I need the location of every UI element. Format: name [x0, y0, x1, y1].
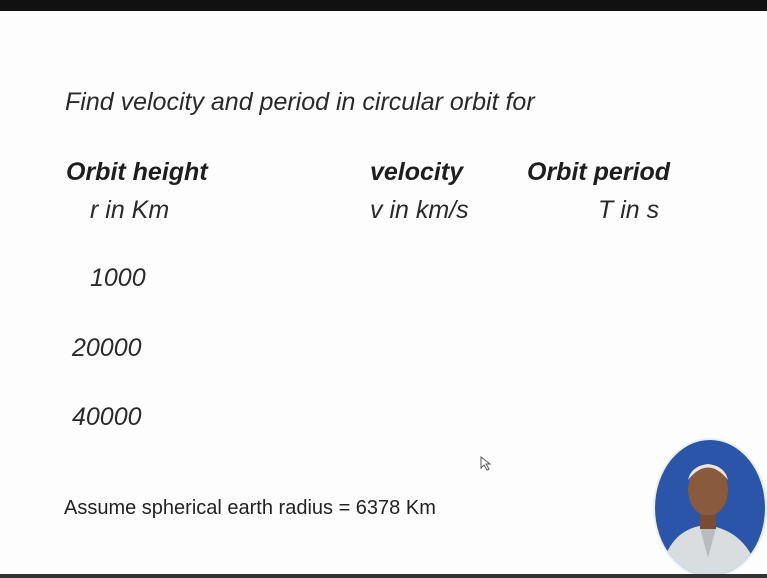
slide-title: Find velocity and period in circular orb… [65, 88, 535, 116]
column-header: Orbit height [66, 158, 208, 186]
bottom-bar [0, 574, 767, 578]
cursor [480, 455, 492, 471]
column-header: Orbit period [527, 158, 671, 186]
presenter-video [655, 440, 765, 576]
column-unit: r in Km [90, 196, 170, 224]
note: Assume spherical earth radius = 6378 Km [64, 497, 436, 519]
height-value: 40000 [72, 403, 142, 431]
top-bar [0, 0, 767, 11]
column-unit: v in km/s [370, 196, 469, 224]
column-header: velocity [370, 158, 464, 186]
height-value: 1000 [90, 264, 146, 292]
column-unit: T in s [598, 196, 660, 224]
height-value: 20000 [72, 334, 142, 362]
